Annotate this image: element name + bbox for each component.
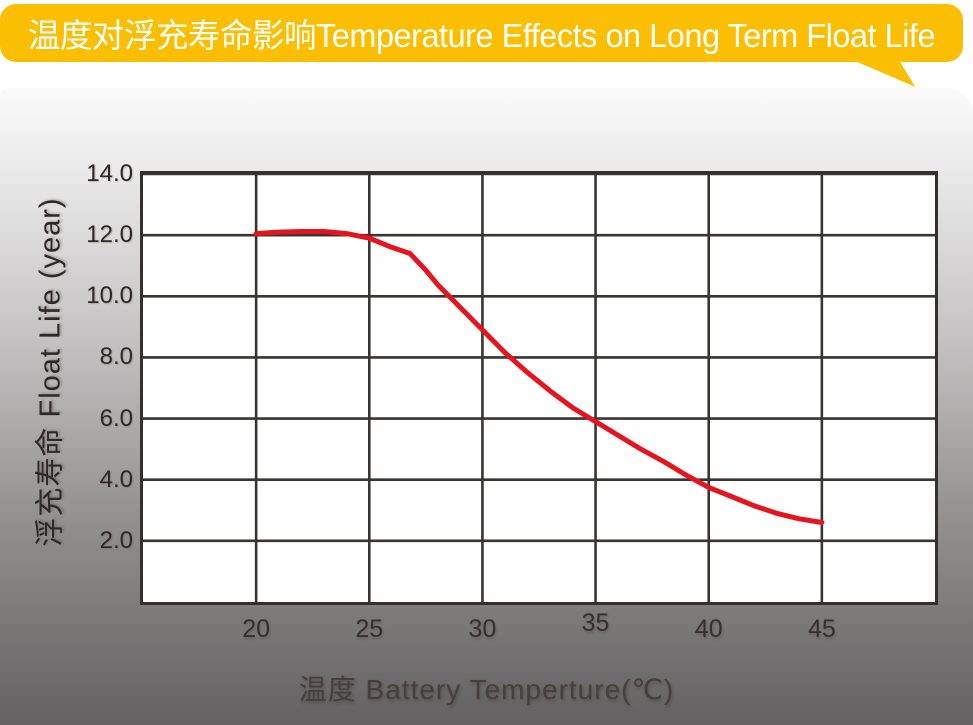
page-title: 温度对浮充寿命影响Temperature Effects on Long Ter… <box>27 17 936 54</box>
title-banner: 温度对浮充寿命影响Temperature Effects on Long Ter… <box>0 4 963 62</box>
y-tick-label: 10.0 <box>86 282 133 310</box>
chart-canvas <box>143 174 935 602</box>
banner-tail-pointer <box>847 58 916 87</box>
y-tick-label: 14.0 <box>86 160 133 187</box>
float-life-curve <box>253 229 825 525</box>
x-tick-label: 25 <box>355 615 384 643</box>
y-tick-label: 2.0 <box>99 526 133 554</box>
chart-plot-area <box>140 171 938 605</box>
y-axis-title-text: 浮充寿命 Float Life (year) <box>35 197 68 547</box>
y-tick-label: 12.0 <box>86 221 133 249</box>
x-tick-label: 35 <box>581 609 610 637</box>
x-tick-label: 30 <box>468 615 497 643</box>
y-tick-label: 6.0 <box>99 404 133 432</box>
y-tick-label: 4.0 <box>99 465 133 493</box>
x-tick-label: 20 <box>242 615 271 643</box>
x-tick-label: 45 <box>807 615 836 643</box>
y-tick-label: 8.0 <box>99 343 133 371</box>
x-axis-title: 温度 Battery Temperture(℃) <box>298 674 675 705</box>
x-tick-label: 40 <box>694 615 723 643</box>
